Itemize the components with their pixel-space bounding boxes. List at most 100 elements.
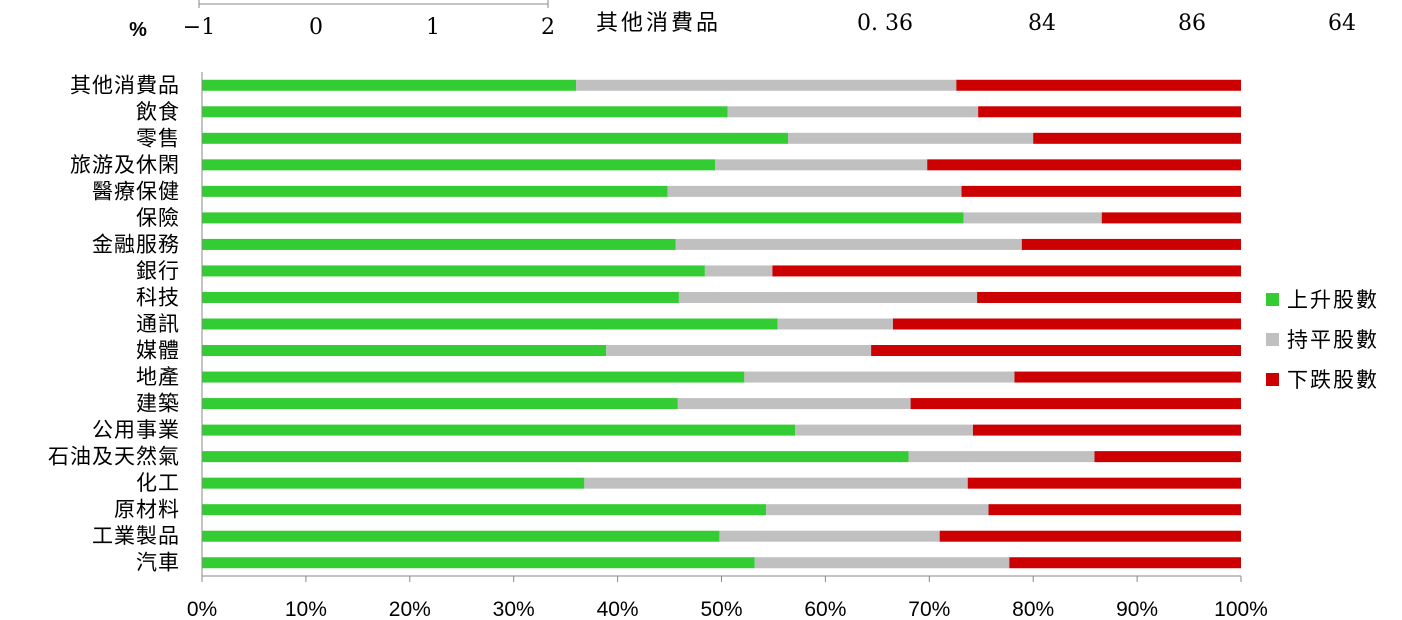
legend-swatch: [1266, 373, 1279, 386]
bar-segment-unchanged: [675, 238, 1022, 250]
bar-segment-unchanged: [795, 424, 973, 436]
bar-segment-rising: [202, 185, 668, 197]
bar-segment-falling: [910, 398, 1241, 410]
bar-segment-rising: [202, 265, 705, 277]
category-label: 醫療保健: [92, 179, 180, 203]
bar-segment-rising: [202, 424, 796, 436]
readout-value-3: 86: [1178, 11, 1206, 36]
bar-segment-falling: [871, 345, 1241, 357]
bar-segment-unchanged: [667, 185, 962, 197]
bar-segment-unchanged: [777, 318, 893, 330]
bar-segment-falling: [1094, 451, 1241, 463]
bar-segment-rising: [202, 212, 964, 224]
bar-segment-rising: [202, 318, 778, 330]
category-label: 銀行: [136, 259, 180, 283]
category-label: 媒體: [136, 339, 180, 363]
bar-segment-falling: [972, 424, 1241, 436]
legend-swatch: [1266, 333, 1279, 346]
x-tick-label: 70%: [908, 598, 950, 620]
category-label: 金融服務: [92, 232, 180, 256]
bar-segment-unchanged: [704, 265, 773, 277]
bar-segment-unchanged: [787, 132, 1034, 144]
bar-segment-falling: [988, 504, 1241, 516]
category-label: 化工: [136, 471, 180, 495]
legend-label: 上升股數: [1287, 288, 1379, 312]
category-label: 建築: [136, 392, 180, 416]
bar-segment-rising: [202, 132, 788, 144]
legend-swatch: [1266, 293, 1279, 306]
bar-segment-rising: [202, 504, 767, 516]
unit-label: %: [129, 19, 147, 41]
bar-segment-rising: [202, 291, 679, 303]
x-tick-label: 60%: [804, 598, 846, 620]
bar-segment-falling: [1021, 238, 1241, 250]
bar-segment-falling: [1014, 371, 1241, 383]
bar-segment-unchanged: [606, 345, 872, 357]
category-label: 汽車: [136, 551, 180, 575]
bars: [202, 79, 1241, 569]
bar-segment-rising: [202, 451, 909, 463]
bar-segment-unchanged: [963, 212, 1102, 224]
bar-segment-falling: [772, 265, 1241, 277]
x-tick-label: 10%: [285, 598, 327, 620]
bar-segment-falling: [1033, 132, 1241, 144]
bar-segment-unchanged: [766, 504, 989, 516]
category-label: 工業製品: [92, 524, 180, 548]
category-label: 保險: [136, 206, 180, 230]
bar-segment-unchanged: [719, 530, 940, 542]
category-label: 地產: [136, 365, 180, 389]
category-label: 零售: [136, 126, 180, 150]
bar-segment-falling: [956, 79, 1241, 91]
bar-segment-unchanged: [715, 159, 928, 171]
readout-value-1: 0. 36: [857, 11, 913, 36]
bar-segment-unchanged: [727, 106, 979, 118]
bar-segment-rising: [202, 371, 745, 383]
x-tick-label: 30%: [493, 598, 535, 620]
category-label: 原材料: [114, 498, 180, 522]
bar-segment-falling: [978, 106, 1241, 118]
bar-segment-falling: [927, 159, 1241, 171]
bar-segment-falling: [939, 530, 1241, 542]
category-label: 科技: [136, 285, 180, 309]
category-label: 旅游及休閑: [70, 153, 180, 177]
top-axis-tick-label: 2: [541, 15, 555, 40]
top-strip: % −1 0 1 2 其他消費品 0. 36 84 86 64: [129, 0, 1356, 41]
x-tick-label: 80%: [1012, 598, 1054, 620]
bar-segment-unchanged: [908, 451, 1095, 463]
top-axis-tick-label: 1: [426, 15, 440, 40]
category-label: 飲食: [136, 100, 180, 124]
bar-segment-rising: [202, 345, 607, 357]
bar-segment-rising: [202, 398, 678, 410]
bar-segment-falling: [967, 477, 1241, 489]
bar-segment-rising: [202, 79, 577, 91]
bar-segment-unchanged: [678, 291, 978, 303]
bar-segment-rising: [202, 557, 755, 569]
category-label: 通訊: [136, 312, 180, 336]
bar-segment-rising: [202, 159, 716, 171]
x-tick-label: 40%: [597, 598, 639, 620]
x-tick-label: 0%: [187, 598, 217, 620]
bar-segment-unchanged: [744, 371, 1015, 383]
bar-segment-rising: [202, 477, 585, 489]
top-axis-tick-label: 0: [309, 15, 323, 40]
legend-label: 下跌股數: [1287, 368, 1379, 392]
readout-category: 其他消費品: [596, 11, 721, 36]
category-labels: 其他消費品飲食零售旅游及休閑醫療保健保險金融服務銀行科技通訊媒體地產建築公用事業…: [48, 73, 180, 575]
category-label: 公用事業: [92, 418, 180, 442]
category-label: 石油及天然氣: [48, 445, 180, 469]
bar-segment-falling: [1009, 557, 1241, 569]
bar-segment-unchanged: [576, 79, 957, 91]
x-tick-label: 50%: [700, 598, 742, 620]
x-tick-label: 100%: [1214, 598, 1268, 620]
bar-segment-unchanged: [677, 398, 911, 410]
bar-segment-falling: [1101, 212, 1241, 224]
category-label: 其他消費品: [70, 73, 180, 97]
x-axis-ticks: 0% 10% 20% 30% 40% 50% 60% 70% 80% 90% 100%: [187, 576, 1268, 620]
x-tick-label: 90%: [1116, 598, 1158, 620]
readout-value-2: 84: [1028, 11, 1056, 36]
bar-segment-falling: [977, 291, 1241, 303]
bar-segment-rising: [202, 106, 728, 118]
